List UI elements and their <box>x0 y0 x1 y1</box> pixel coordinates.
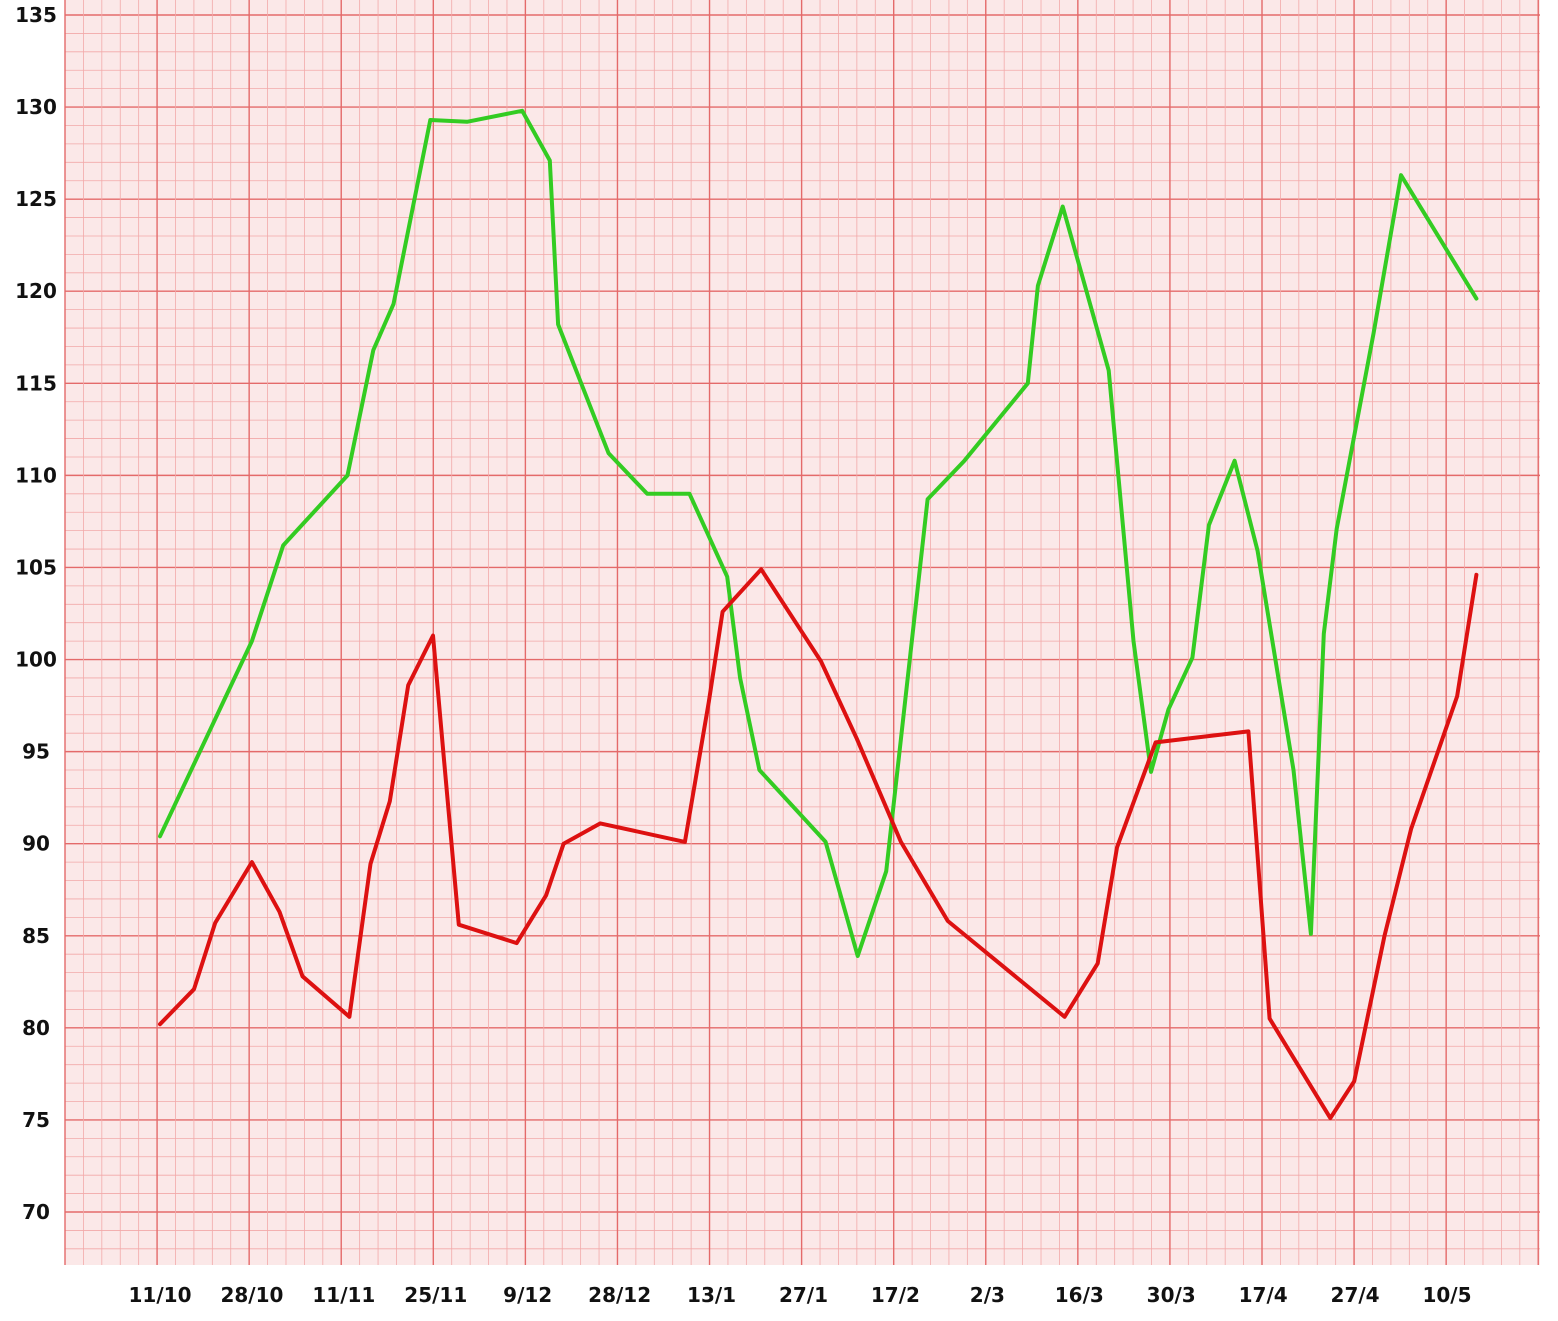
y-tick-label: 110 <box>15 463 57 487</box>
x-tick-label: 28/10 <box>220 1283 283 1307</box>
y-tick-label: 115 <box>15 371 57 395</box>
x-tick-label: 2/3 <box>970 1283 1005 1307</box>
series-line-green <box>158 108 1479 958</box>
x-tick-label: 25/11 <box>404 1283 467 1307</box>
y-tick-label: 130 <box>15 95 57 119</box>
y-tick-label: 90 <box>22 832 50 856</box>
y-tick-label: 105 <box>15 555 57 579</box>
x-tick-label: 27/4 <box>1331 1283 1380 1307</box>
y-tick-label: 100 <box>15 648 57 672</box>
x-tick-label: 28/12 <box>588 1283 651 1307</box>
series-line-red <box>158 567 1479 1121</box>
y-tick-label: 75 <box>22 1108 50 1132</box>
x-tick-label: 11/10 <box>129 1283 192 1307</box>
y-tick-label: 70 <box>22 1200 50 1224</box>
y-tick-label: 95 <box>22 740 50 764</box>
x-tick-label: 27/1 <box>779 1283 828 1307</box>
x-tick-label: 17/2 <box>871 1283 920 1307</box>
y-tick-label: 85 <box>22 924 50 948</box>
y-tick-label: 135 <box>15 3 57 27</box>
x-axis-tick-labels: 11/10 28/10 11/11 25/11 9/12 28/12 13/1 27/1 17/… <box>129 1283 1472 1307</box>
y-tick-label: 125 <box>15 187 57 211</box>
x-tick-label: 11/11 <box>312 1283 375 1307</box>
y-axis-tick-labels: 135 130 125 120 115 110 105 100 95 90 85 80 75 70 <box>15 3 57 1224</box>
x-tick-label: 16/3 <box>1055 1283 1104 1307</box>
x-tick-label: 9/12 <box>503 1283 552 1307</box>
x-tick-label: 10/5 <box>1422 1283 1471 1307</box>
x-tick-label: 17/4 <box>1239 1283 1288 1307</box>
chart-series <box>158 108 1479 1121</box>
x-tick-label: 13/1 <box>687 1283 736 1307</box>
chart-grid <box>64 0 1540 1265</box>
y-tick-label: 80 <box>22 1016 50 1040</box>
y-tick-label: 120 <box>15 279 57 303</box>
x-tick-label: 30/3 <box>1147 1283 1196 1307</box>
